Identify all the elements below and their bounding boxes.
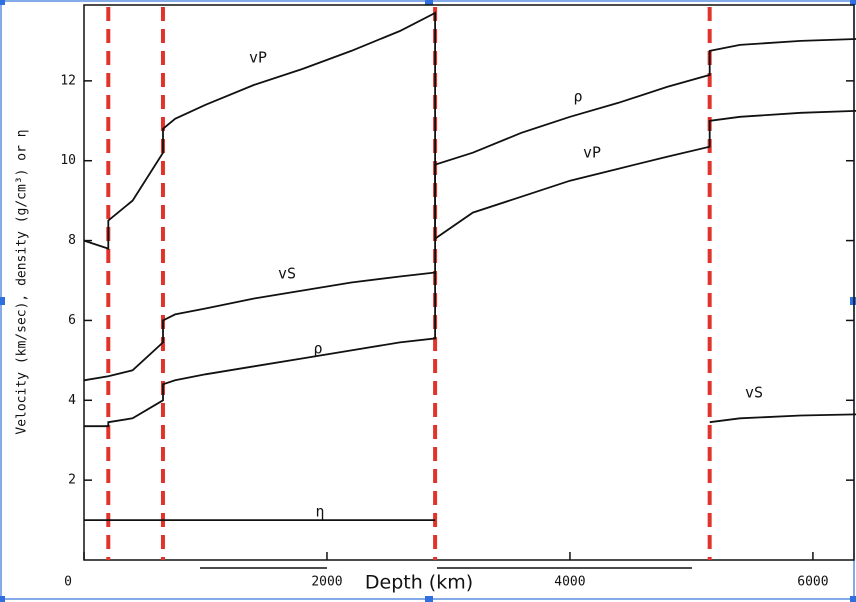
series-label: vP bbox=[249, 49, 267, 67]
y-tick-label: 8 bbox=[68, 233, 76, 248]
series-label: vS bbox=[278, 265, 296, 283]
y-tick-label: 6 bbox=[68, 313, 76, 328]
y-axis-label: Velocity (km/sec), density (g/cm³) or η bbox=[15, 129, 30, 434]
y-tick-label: 2 bbox=[68, 473, 76, 488]
x-label-box bbox=[372, 570, 466, 596]
series-line bbox=[83, 11, 856, 250]
series-label: vS bbox=[745, 384, 763, 402]
series-line bbox=[84, 38, 856, 428]
series-label: ρ bbox=[313, 340, 322, 358]
y-tick-label: 12 bbox=[60, 73, 76, 88]
x-tick-label: 4000 bbox=[554, 575, 585, 590]
plot-frame bbox=[83, 4, 855, 561]
series-label: vP bbox=[583, 144, 601, 162]
series-line bbox=[83, 271, 856, 424]
series-label: ρ bbox=[573, 88, 582, 106]
series-label: η bbox=[315, 503, 324, 521]
x-tick-label: 6000 bbox=[797, 575, 828, 590]
x-axis-label: Depth (km) bbox=[365, 572, 473, 594]
y-tick-label: 4 bbox=[68, 393, 76, 408]
x-tick-label: 2000 bbox=[311, 575, 342, 590]
x-tick-label: 0 bbox=[64, 575, 72, 590]
y-tick-label: 10 bbox=[60, 153, 76, 168]
